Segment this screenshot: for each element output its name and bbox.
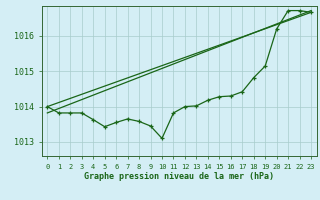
X-axis label: Graphe pression niveau de la mer (hPa): Graphe pression niveau de la mer (hPa) <box>84 172 274 181</box>
